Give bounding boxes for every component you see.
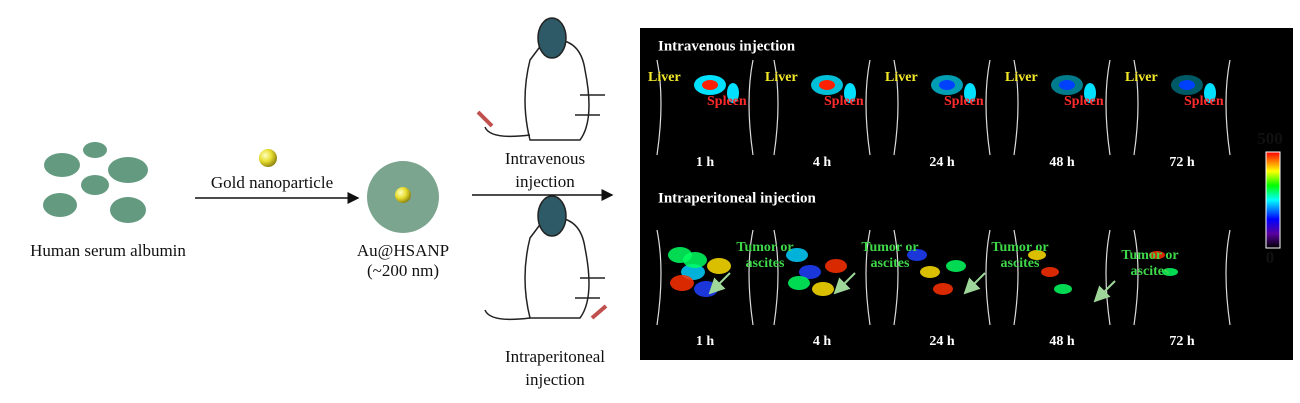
signal xyxy=(683,252,707,268)
annotation: Tumor or xyxy=(861,240,918,255)
injection-label: Intravenous xyxy=(505,149,585,168)
signal xyxy=(933,283,953,295)
mouse-outline xyxy=(1133,59,1231,156)
signal xyxy=(788,276,810,290)
signal xyxy=(1054,284,1072,294)
mouse-outline xyxy=(1013,59,1111,156)
organ-label: Liver xyxy=(1005,70,1038,85)
albumin-icon xyxy=(43,142,148,223)
signal xyxy=(1084,83,1096,103)
signal xyxy=(819,80,835,90)
signal xyxy=(907,249,927,261)
mouse-outline xyxy=(1013,229,1111,326)
organ-label: Liver xyxy=(765,70,798,85)
organ-label: Spleen xyxy=(1064,94,1104,109)
annotation-arrow xyxy=(708,272,731,295)
signal xyxy=(786,248,808,262)
signal xyxy=(812,282,834,296)
organ-label: Spleen xyxy=(944,94,984,109)
organ-label: Spleen xyxy=(707,94,747,109)
annotation: Tumor or xyxy=(736,240,793,255)
signal xyxy=(939,80,955,90)
time-label: 4 h xyxy=(813,334,832,349)
annotation: ascites xyxy=(1131,264,1170,279)
mouse-outline xyxy=(1133,229,1231,326)
signal xyxy=(1059,80,1075,90)
organ-label: Spleen xyxy=(1184,94,1224,109)
syringe xyxy=(476,110,494,128)
colorbar-min: 0 xyxy=(1266,248,1275,267)
product-size: (~200 nm) xyxy=(367,261,439,280)
mouse-icon xyxy=(484,195,605,321)
injection-label: injection xyxy=(525,370,585,389)
organ-label: Liver xyxy=(648,70,681,85)
signal xyxy=(946,260,966,272)
signal xyxy=(844,83,856,103)
signal xyxy=(670,275,694,291)
albumin-label: Human serum albumin xyxy=(30,241,186,260)
injection-label: Intraperitoneal xyxy=(505,347,605,366)
imaging-results: Intravenous injection Liver Spleen 1 h Liver… xyxy=(648,38,1231,349)
signal xyxy=(799,265,821,279)
annotation-arrow xyxy=(833,272,856,295)
signal xyxy=(1179,80,1195,90)
organ-label: Liver xyxy=(1125,70,1158,85)
signal xyxy=(964,83,976,103)
time-label: 48 h xyxy=(1049,155,1075,170)
time-label: 48 h xyxy=(1049,334,1075,349)
annotation: ascites xyxy=(1001,256,1040,271)
annotation: Tumor or xyxy=(991,240,1048,255)
time-label: 72 h xyxy=(1169,334,1195,349)
row-title: Intraperitoneal injection xyxy=(658,190,817,206)
injection-label: injection xyxy=(515,172,575,191)
organ-label: Spleen xyxy=(824,94,864,109)
mouse-icon xyxy=(484,17,605,141)
annotation: Tumor or xyxy=(1121,248,1178,263)
annotation-arrow xyxy=(1093,280,1116,303)
signal xyxy=(1041,267,1059,277)
annotation: ascites xyxy=(871,256,910,271)
mouse-outline xyxy=(893,229,991,326)
gold-core xyxy=(395,187,411,203)
time-label: 24 h xyxy=(929,334,955,349)
signal xyxy=(727,83,739,103)
signal xyxy=(707,258,731,274)
mouse-outline xyxy=(773,229,871,326)
colorbar-max: 500 xyxy=(1257,129,1283,148)
time-label: 24 h xyxy=(929,155,955,170)
signal xyxy=(1204,83,1216,103)
colorbar xyxy=(1265,151,1281,249)
mouse-outline xyxy=(893,59,991,156)
row-title: Intravenous injection xyxy=(658,38,796,54)
syringe xyxy=(590,304,608,320)
signal xyxy=(825,259,847,273)
signal xyxy=(702,80,718,90)
annotation: ascites xyxy=(746,256,785,271)
schematic: Human serum albumin Gold nanoparticle Au… xyxy=(30,17,614,389)
signal xyxy=(1162,268,1178,276)
product-label: Au@HSANP xyxy=(357,241,449,260)
time-label: 4 h xyxy=(813,155,832,170)
signal xyxy=(1149,251,1165,259)
signal xyxy=(920,266,940,278)
signal xyxy=(1028,250,1046,260)
gold-icon xyxy=(259,149,277,167)
gold-label: Gold nanoparticle xyxy=(211,173,333,192)
mouse-outline xyxy=(773,59,871,156)
time-label: 1 h xyxy=(696,334,715,349)
annotation-arrow xyxy=(963,272,986,295)
mouse-outline xyxy=(656,59,754,156)
organ-label: Liver xyxy=(885,70,918,85)
time-label: 72 h xyxy=(1169,155,1195,170)
time-label: 1 h xyxy=(696,155,715,170)
mouse-outline xyxy=(656,229,754,326)
